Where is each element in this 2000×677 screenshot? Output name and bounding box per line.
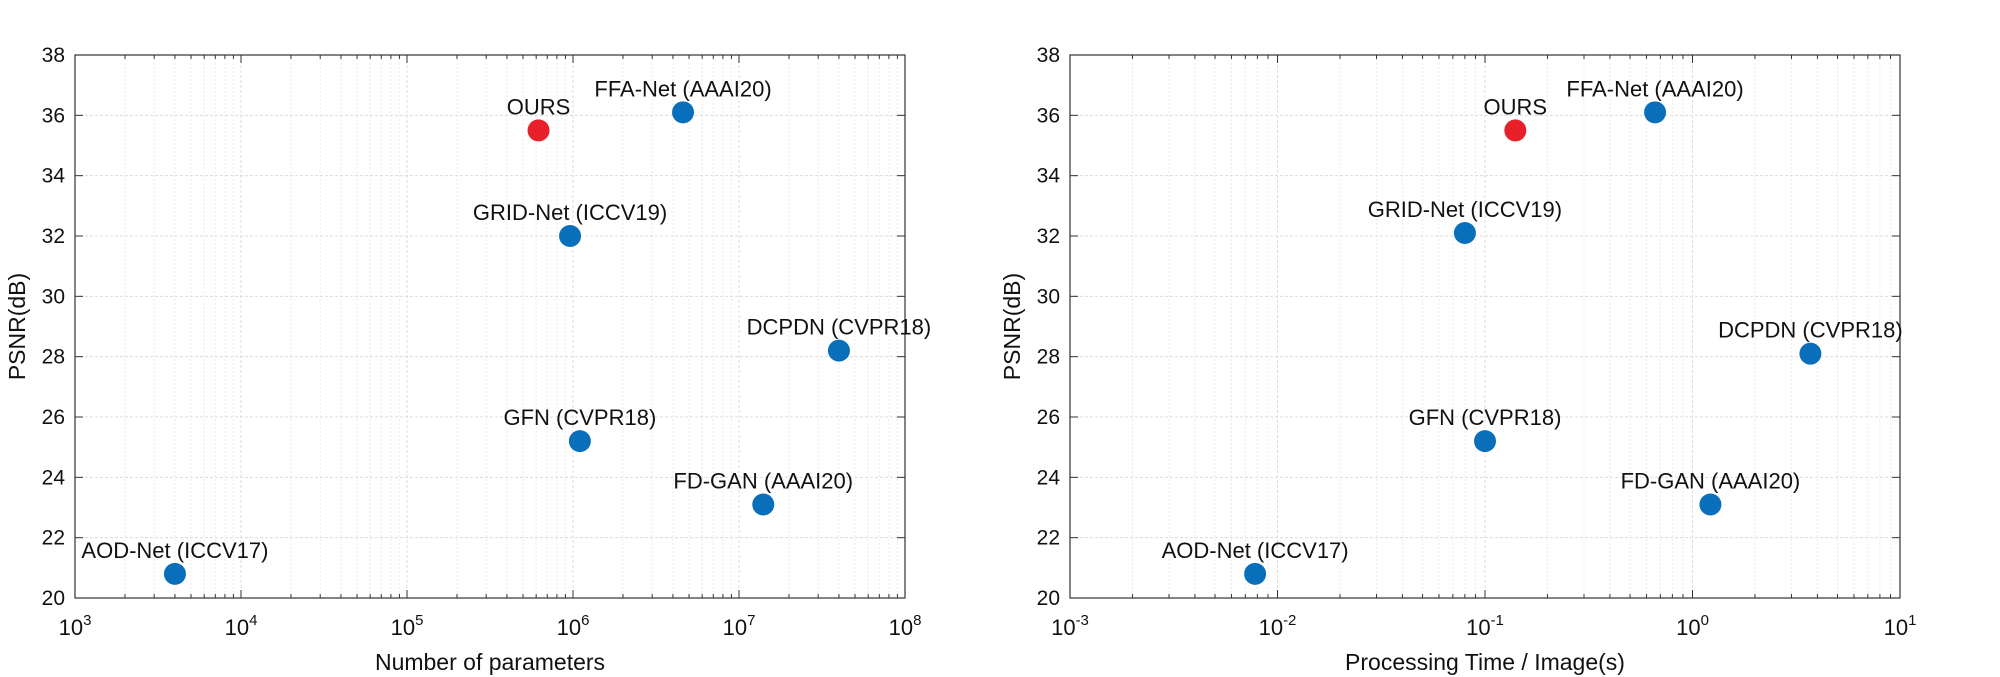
- x-tick-exponent: -2: [1283, 612, 1296, 629]
- x-tick-base: 10: [1259, 615, 1283, 640]
- data-point-label: FD-GAN (AAAI20): [673, 468, 853, 493]
- x-tick-base: 10: [1884, 615, 1908, 640]
- axes-frame: [74, 54, 906, 599]
- x-tick-label: 108: [889, 612, 922, 640]
- data-point: [1453, 221, 1476, 244]
- data-point-label: OURS: [507, 94, 571, 119]
- x-axis-label: Number of parameters: [375, 649, 605, 675]
- y-tick-label: 26: [42, 406, 65, 429]
- data-point: [827, 339, 850, 362]
- data-point: [1244, 562, 1267, 585]
- x-tick-exponent: 7: [747, 612, 755, 629]
- x-tick-exponent: 1: [1908, 612, 1916, 629]
- data-point: [1699, 493, 1722, 516]
- y-tick-label: 20: [1037, 587, 1060, 610]
- y-tick-label: 30: [1037, 285, 1060, 308]
- y-tick-label: 28: [1037, 346, 1060, 369]
- y-axis-label: PSNR(dB): [999, 273, 1025, 380]
- data-point: [1644, 101, 1667, 124]
- x-tick-base: 10: [1466, 615, 1490, 640]
- data-point: [559, 225, 582, 247]
- x-tick-exponent: 5: [415, 612, 423, 629]
- x-tick-label: 101: [1884, 612, 1917, 640]
- axes-frame: [1069, 54, 1901, 599]
- x-tick-base: 10: [391, 615, 415, 640]
- data-point-label: FFA-Net (AAAI20): [594, 76, 771, 101]
- x-tick-label: 10-3: [1051, 612, 1089, 640]
- x-tick-label: 100: [1676, 612, 1709, 640]
- x-tick-exponent: 3: [83, 612, 91, 629]
- x-tick-label: 104: [225, 612, 258, 640]
- y-tick-label: 26: [1037, 406, 1060, 429]
- x-tick-base: 10: [59, 615, 83, 640]
- y-axis-label: PSNR(dB): [4, 273, 30, 380]
- x-tick-base: 10: [889, 615, 913, 640]
- data-point: [1504, 119, 1527, 142]
- y-tick-label: 36: [42, 104, 65, 127]
- data-point-label: GRID-Net (ICCV19): [473, 200, 667, 225]
- y-tick-label: 24: [1037, 466, 1061, 489]
- data-point: [752, 493, 775, 516]
- x-tick-base: 10: [1676, 615, 1700, 640]
- y-tick-label: 30: [42, 285, 65, 308]
- y-tick-label: 28: [42, 346, 65, 369]
- x-tick-base: 10: [1051, 615, 1075, 640]
- x-tick-base: 10: [225, 615, 249, 640]
- data-point-label: OURS: [1484, 94, 1548, 119]
- x-tick-label: 106: [557, 612, 590, 640]
- x-tick-exponent: 0: [1701, 612, 1709, 629]
- y-tick-label: 22: [1037, 527, 1060, 550]
- y-tick-label: 24: [42, 466, 66, 489]
- x-tick-exponent: 8: [913, 612, 921, 629]
- data-point: [163, 562, 186, 585]
- data-point-label: AOD-Net (ICCV17): [81, 538, 268, 563]
- data-point-label: AOD-Net (ICCV17): [1162, 538, 1349, 563]
- y-tick-label: 32: [1037, 225, 1060, 248]
- y-tick-label: 36: [1037, 104, 1060, 127]
- x-tick-label: 10-2: [1259, 612, 1297, 640]
- x-tick-label: 105: [391, 612, 424, 640]
- x-tick-exponent: -1: [1491, 612, 1504, 629]
- y-tick-label: 34: [1037, 165, 1061, 188]
- data-point: [1799, 342, 1822, 365]
- y-tick-label: 22: [42, 527, 65, 550]
- data-point-label: GRID-Net (ICCV19): [1368, 197, 1562, 222]
- x-tick-exponent: 4: [249, 612, 257, 629]
- y-tick-label: 38: [42, 44, 65, 67]
- y-tick-label: 38: [1037, 44, 1060, 67]
- data-point: [568, 430, 591, 453]
- x-tick-label: 10-1: [1466, 612, 1504, 640]
- y-tick-label: 32: [42, 225, 65, 248]
- x-tick-label: 107: [723, 612, 756, 640]
- x-tick-exponent: 6: [581, 612, 589, 629]
- data-point-label: DCPDN (CVPR18): [747, 315, 932, 340]
- data-point-label: FFA-Net (AAAI20): [1566, 76, 1743, 101]
- x-tick-exponent: -3: [1076, 612, 1089, 629]
- x-tick-base: 10: [723, 615, 747, 640]
- data-point-label: FD-GAN (AAAI20): [1621, 468, 1801, 493]
- y-tick-label: 20: [42, 587, 65, 610]
- x-tick-label: 103: [59, 612, 92, 640]
- data-point: [1474, 430, 1496, 453]
- y-tick-label: 34: [42, 165, 66, 188]
- x-axis-label: Processing Time / Image(s): [1345, 649, 1625, 675]
- data-point-label: GFN (CVPR18): [1409, 405, 1562, 430]
- data-point-label: GFN (CVPR18): [503, 405, 656, 430]
- data-point: [672, 101, 695, 124]
- data-point-label: DCPDN (CVPR18): [1718, 318, 1903, 343]
- data-point: [527, 119, 550, 142]
- x-tick-base: 10: [557, 615, 581, 640]
